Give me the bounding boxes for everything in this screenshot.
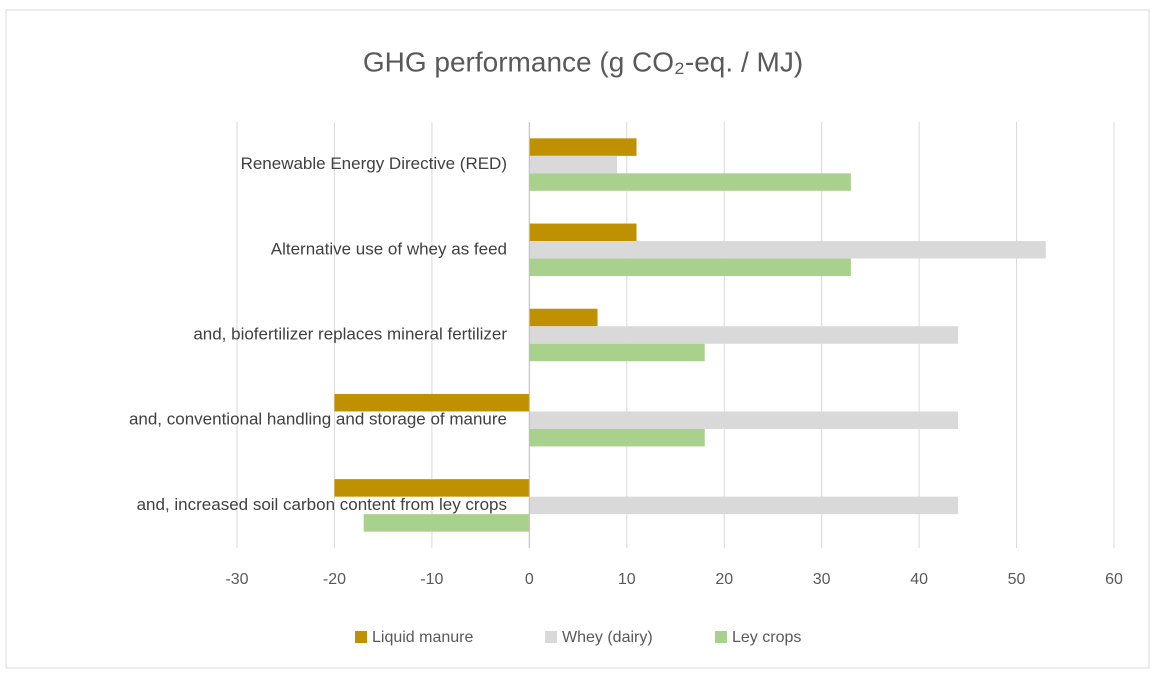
bar: [529, 496, 959, 515]
bar: [529, 241, 1046, 259]
x-tick-label: 20: [715, 571, 733, 588]
y-tick-label: Alternative use of whey as feed: [271, 239, 507, 258]
bar: [529, 223, 637, 242]
bar: [529, 258, 851, 277]
bar: [529, 155, 618, 174]
bar: [334, 393, 530, 412]
legend-label: Ley crops: [732, 629, 801, 646]
bar: [334, 479, 530, 497]
bar: [529, 326, 959, 344]
bar: [529, 308, 598, 327]
bar: [363, 514, 530, 532]
legend-label: Whey (dairy): [562, 629, 653, 646]
x-tick-label: 0: [525, 571, 534, 588]
x-tick-label: -10: [420, 571, 443, 588]
bar: [529, 428, 705, 447]
bar: [529, 173, 851, 191]
legend-swatch: [355, 631, 367, 643]
bar: [529, 411, 959, 429]
x-tick-label: 30: [813, 571, 831, 588]
bar: [529, 138, 637, 156]
x-tick-label: 40: [910, 571, 928, 588]
legend-swatch: [545, 631, 557, 643]
bar: [529, 343, 705, 362]
x-tick-label: 50: [1008, 571, 1026, 588]
x-tick-label: -20: [323, 571, 346, 588]
x-tick-label: 60: [1105, 571, 1123, 588]
y-tick-label: Renewable Energy Directive (RED): [241, 154, 507, 173]
legend-swatch: [715, 631, 727, 643]
x-tick-label: 10: [618, 571, 636, 588]
y-tick-label: and, conventional handling and storage o…: [129, 410, 507, 429]
x-tick-label: -30: [225, 571, 248, 588]
legend-label: Liquid manure: [372, 629, 474, 646]
y-tick-label: and, increased soil carbon content from …: [137, 495, 507, 514]
chart-title: GHG performance (g CO₂-eq. / MJ): [363, 46, 803, 77]
y-tick-label: and, biofertilizer replaces mineral fert…: [193, 324, 507, 343]
